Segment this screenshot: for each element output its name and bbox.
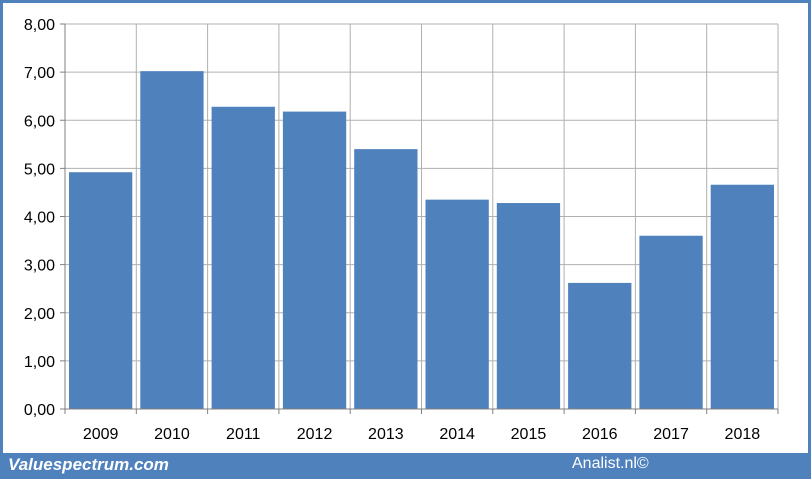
x-tick-label: 2013 bbox=[368, 426, 404, 443]
y-tick-label: 1,00 bbox=[24, 354, 55, 371]
y-tick-label: 3,00 bbox=[24, 258, 55, 275]
x-tick-label: 2014 bbox=[439, 426, 475, 443]
bar-chart: 0,00 1,00 2,00 3,00 4,00 5,00 6,00 7,00 8,00 2009… bbox=[24, 17, 779, 443]
x-tick-label: 2017 bbox=[653, 426, 689, 443]
bar-2014 bbox=[425, 199, 489, 409]
bar-2013 bbox=[354, 149, 418, 409]
x-tick-label: 2012 bbox=[297, 426, 333, 443]
bar-2010 bbox=[140, 71, 204, 409]
x-tick-label: 2016 bbox=[582, 426, 618, 443]
bar-2018 bbox=[710, 184, 774, 409]
brand-label: Valuespectrum.com bbox=[8, 455, 169, 474]
label-layer: 0,00 1,00 2,00 3,00 4,00 5,00 6,00 7,00 8,00 2009… bbox=[24, 17, 760, 443]
x-tick-label: 2011 bbox=[226, 426, 261, 443]
bar-2017 bbox=[639, 235, 703, 409]
credit-label: Analist.nl© bbox=[572, 455, 649, 472]
y-tick-label: 6,00 bbox=[24, 113, 55, 130]
y-tick-label: 2,00 bbox=[24, 306, 55, 323]
chart-panel: 0,00 1,00 2,00 3,00 4,00 5,00 6,00 7,00 8,00 2009… bbox=[3, 3, 808, 453]
x-tick-label: 2018 bbox=[725, 426, 761, 443]
y-tick-label: 7,00 bbox=[24, 65, 55, 82]
x-tick-label: 2015 bbox=[511, 426, 547, 443]
bar-2012 bbox=[282, 111, 347, 410]
x-tick-label: 2009 bbox=[83, 426, 119, 443]
bar-layer bbox=[69, 71, 774, 410]
bar-2009 bbox=[69, 172, 133, 409]
y-tick-label: 0,00 bbox=[24, 402, 55, 419]
y-tick-label: 5,00 bbox=[24, 161, 55, 178]
bar-2016 bbox=[568, 282, 632, 409]
y-tick-label: 4,00 bbox=[24, 210, 55, 227]
axis-layer bbox=[60, 23, 779, 414]
bar-2011 bbox=[211, 106, 275, 410]
x-tick-label: 2010 bbox=[154, 426, 190, 443]
y-tick-label: 8,00 bbox=[24, 17, 55, 34]
bar-2015 bbox=[496, 203, 561, 409]
